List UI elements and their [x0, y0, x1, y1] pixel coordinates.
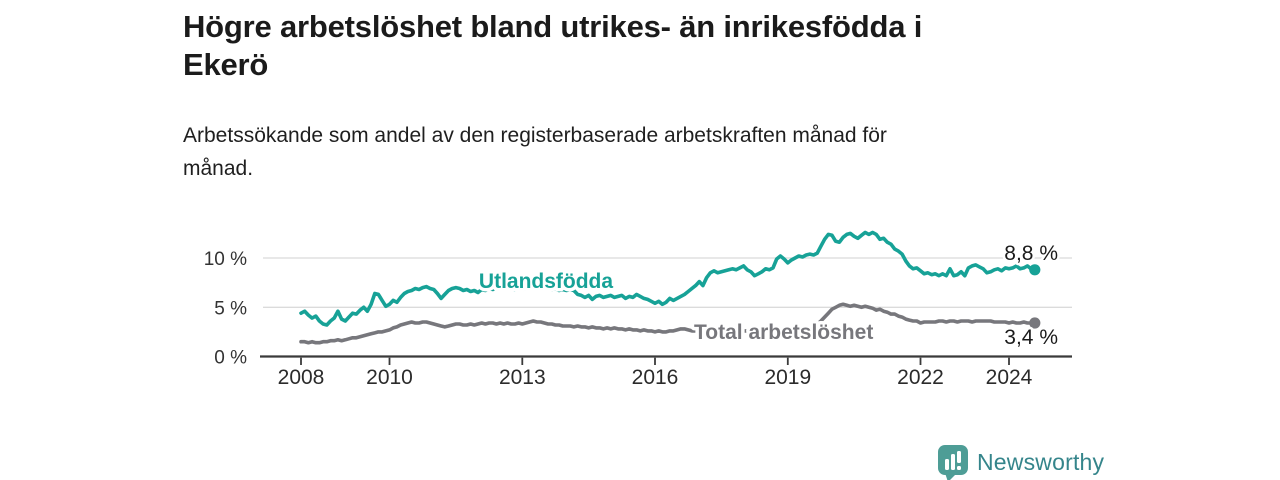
- series-line-1: [299, 302, 1037, 345]
- newsworthy-wordmark: Newsworthy: [977, 449, 1105, 475]
- x-axis-tick-label: 2019: [764, 366, 811, 389]
- subtitle-line-1: Arbetssökande som andel av den registerb…: [183, 124, 887, 147]
- series-layer: [299, 230, 1041, 345]
- series-label-utlandsfodda: Utlandsfödda: [479, 270, 613, 293]
- x-axis-tick-label: 2013: [499, 366, 546, 389]
- newsworthy-icon: [938, 445, 968, 480]
- series-end-dot-1: [1029, 317, 1041, 329]
- series-end-dot-0: [1029, 264, 1041, 276]
- series-label-total-arbetsloshet: Total arbetslöshet: [694, 321, 873, 344]
- x-axis-tick-label: 2010: [366, 366, 413, 389]
- series-line-0: [299, 230, 1037, 327]
- end-value-label-total: 3,4 %: [1004, 326, 1058, 349]
- newsworthy-logo[interactable]: Newsworthy: [936, 442, 1104, 480]
- page-title: Högre arbetslöshet bland utrikes- än inr…: [183, 8, 1183, 84]
- chart-subtitle: Arbetssökande som andel av den registerb…: [183, 119, 1083, 185]
- x-axis-tick-label: 2022: [897, 366, 944, 389]
- subtitle-line-2: månad.: [183, 157, 254, 180]
- title-line-1: Högre arbetslöshet bland utrikes- än inr…: [183, 9, 923, 44]
- end-value-label-utlandsfodda: 8,8 %: [1004, 242, 1058, 265]
- y-axis-tick-label: 5 %: [214, 298, 247, 319]
- x-axis-tick-label: 2024: [986, 366, 1033, 389]
- axis-layer: 0 % 5 % 10 % 2008 2010 2013 2016 2019 2022 2024: [204, 249, 1072, 389]
- x-axis-tick-label: 2016: [632, 366, 679, 389]
- y-axis-tick-label: 10 %: [204, 249, 247, 270]
- y-axis-tick-label: 0 %: [214, 348, 247, 369]
- title-line-2: Ekerö: [183, 47, 269, 82]
- x-axis-tick-label: 2008: [278, 366, 325, 389]
